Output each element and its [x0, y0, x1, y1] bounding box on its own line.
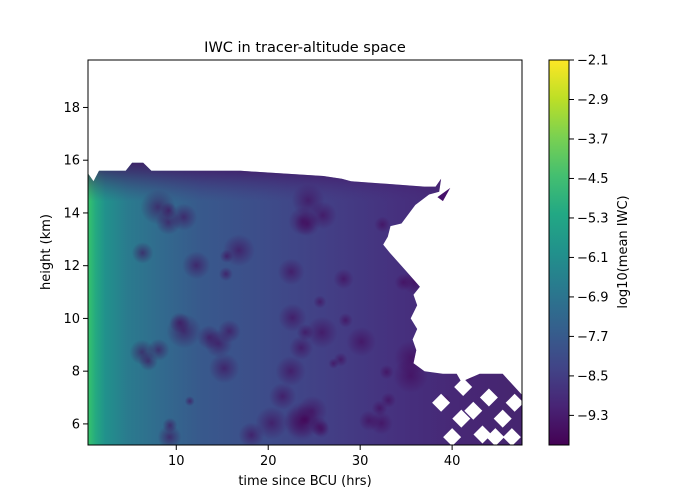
field-texture-blob — [416, 201, 442, 226]
chart-title: IWC in tracer-altitude space — [204, 40, 406, 56]
missing-data-gap — [464, 401, 483, 420]
y-tick-label: 12 — [63, 259, 80, 274]
colorbar-tick-label: −5.3 — [577, 211, 609, 226]
missing-data-gap — [473, 425, 492, 444]
field-texture-blob — [493, 322, 511, 339]
colorbar-tick-label: −8.5 — [577, 369, 609, 384]
x-axis-label: time since BCU (hrs) — [238, 474, 371, 489]
colorbar-tick-label: −2.1 — [577, 54, 609, 69]
iwc-field-top-fade — [88, 162, 522, 445]
plot-area — [88, 162, 522, 445]
y-tick-label: 18 — [63, 101, 80, 116]
colorbar-tick-label: −6.1 — [577, 251, 609, 266]
x-tick-label: 40 — [444, 454, 461, 469]
x-tick-label: 10 — [168, 454, 185, 469]
x-tick-label: 30 — [352, 454, 369, 469]
colorbar — [548, 59, 570, 446]
x-axis-ticks: 10 20 30 40 — [168, 445, 460, 469]
iwc-field-patches — [432, 187, 522, 445]
y-tick-label: 10 — [63, 312, 80, 327]
field-texture-blob — [486, 308, 498, 319]
colorbar-ticks: −2.1 −2.9 −3.7 −4.5 −5.3 −6.1 −6.9 −7.7 −8.5 −9.3 — [569, 54, 609, 424]
missing-data-gap — [502, 428, 521, 445]
y-tick-label: 16 — [63, 154, 80, 169]
field-texture-blob — [462, 299, 484, 321]
y-tick-label: 14 — [63, 206, 80, 221]
missing-data-gap — [452, 409, 471, 428]
colorbar-tick-label: −7.7 — [577, 330, 609, 345]
missing-data-gap — [432, 393, 451, 412]
missing-data-gap — [443, 428, 462, 445]
field-texture-blob — [414, 344, 434, 364]
missing-data-gap — [454, 377, 473, 396]
field-texture-blob — [496, 270, 511, 285]
y-axis-ticks: 6 8 10 12 14 16 18 — [63, 101, 88, 432]
field-texture-blob — [487, 267, 520, 300]
colorbar-tick-label: −3.7 — [577, 132, 609, 147]
missing-data-gap — [493, 409, 512, 428]
missing-data-gap — [479, 388, 498, 407]
field-texture-blob — [404, 234, 428, 258]
y-tick-label: 8 — [72, 365, 80, 380]
iwc-field — [88, 162, 522, 445]
field-texture-blob — [479, 193, 512, 227]
y-tick-label: 6 — [72, 417, 80, 432]
field-texture-blob — [438, 224, 452, 239]
colorbar-tick-label: −6.9 — [577, 290, 609, 305]
missing-data-gap — [505, 393, 522, 412]
colorbar-tick-label: −4.5 — [577, 172, 609, 187]
colorbar-tick-label: −2.9 — [577, 93, 609, 108]
y-axis-label: height (km) — [39, 214, 54, 290]
field-texture-blob — [480, 350, 502, 372]
field-texture-blob — [456, 316, 473, 333]
plot-frame — [87, 59, 523, 446]
missing-data-gap — [486, 428, 505, 445]
x-tick-label: 20 — [260, 454, 277, 469]
colorbar-tick-label: −9.3 — [577, 409, 609, 424]
field-fragment — [437, 187, 451, 202]
colorbar-label: log10(mean IWC) — [616, 195, 631, 308]
